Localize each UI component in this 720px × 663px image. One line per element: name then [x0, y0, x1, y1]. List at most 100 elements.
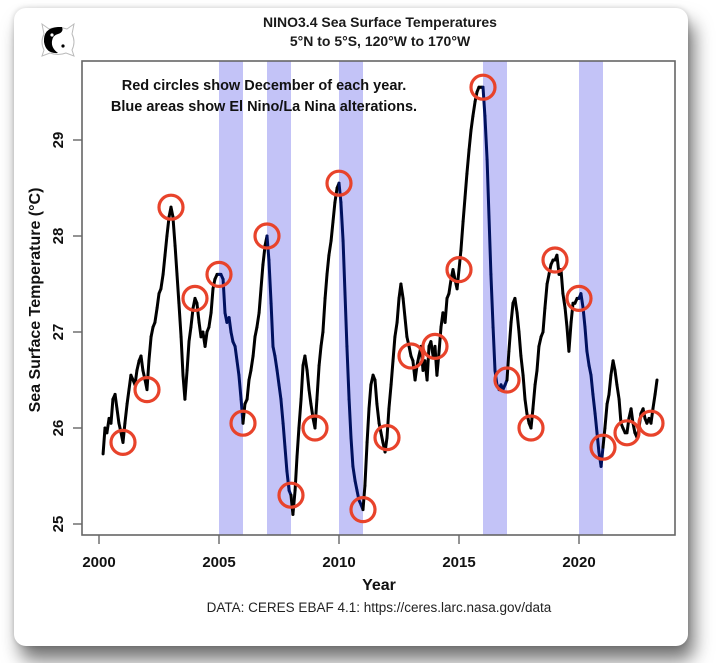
series-segment — [187, 325, 193, 344]
x-tick-label: 2005 — [202, 554, 235, 571]
series-segment — [115, 407, 121, 425]
y-tick-label: 25 — [50, 516, 67, 533]
series-segment — [385, 407, 391, 440]
series-segment — [175, 272, 181, 305]
series-segment — [351, 464, 357, 483]
series-segment — [169, 205, 175, 219]
series-segment — [535, 344, 541, 372]
series-segment — [603, 402, 609, 430]
series-segment — [147, 335, 153, 363]
series-segment — [323, 272, 329, 300]
series-segment — [543, 282, 549, 310]
series-segment — [247, 368, 253, 382]
series-segment — [467, 128, 473, 152]
series-segment — [587, 364, 593, 377]
series-segment — [307, 388, 313, 406]
series-segment — [331, 200, 337, 224]
series-segment — [447, 277, 453, 296]
sst-series — [101, 85, 659, 516]
series-segment — [329, 220, 335, 243]
x-tick-label: 2020 — [562, 554, 595, 571]
annotation-red-circles: Red circles show December of each year. — [122, 78, 407, 94]
december-marker — [133, 376, 161, 404]
series-segment — [567, 320, 573, 353]
series-segment — [365, 407, 371, 444]
series-segment — [407, 344, 413, 358]
december-marker — [253, 222, 281, 250]
december-marker — [205, 260, 233, 288]
series-segment — [235, 359, 241, 377]
series-segment — [513, 296, 519, 315]
december-marker — [373, 424, 401, 452]
series-segment — [559, 268, 565, 296]
series-segment — [173, 244, 179, 276]
x-tick-label: 2015 — [442, 554, 475, 571]
series-segment — [617, 397, 623, 425]
series-segment — [487, 215, 493, 276]
series-segment — [337, 181, 343, 204]
series-segment — [171, 215, 177, 248]
series-segment — [177, 301, 183, 339]
series-segment — [345, 344, 351, 401]
series-segment — [163, 234, 169, 257]
series-segment — [283, 445, 289, 473]
series-segment — [471, 100, 477, 118]
series-segment — [325, 253, 331, 276]
y-tick-label: 29 — [50, 132, 67, 149]
series-segment — [563, 306, 569, 329]
series-segment — [123, 402, 129, 425]
series-segment — [451, 268, 457, 281]
december-marker — [109, 428, 137, 456]
series-segment — [585, 349, 591, 368]
series-segment — [601, 426, 607, 449]
december-marker — [637, 409, 665, 437]
series-segment — [245, 378, 251, 401]
series-segment — [613, 368, 619, 387]
series-segment — [317, 344, 323, 368]
series-segment — [297, 397, 303, 430]
december-marker — [565, 284, 593, 312]
series-segment — [389, 359, 395, 387]
series-segment — [379, 431, 385, 444]
x-tick-label: 2000 — [82, 554, 115, 571]
series-segment — [159, 272, 165, 291]
series-segment — [109, 397, 115, 425]
series-segment — [327, 239, 333, 257]
y-tick-label: 27 — [50, 324, 67, 341]
series-segment — [101, 426, 107, 456]
series-segment — [281, 421, 287, 449]
series-segment — [259, 263, 265, 291]
series-segment — [391, 335, 397, 363]
series-segment — [529, 407, 535, 430]
y-tick-label: 26 — [50, 420, 67, 437]
series-segment — [399, 282, 405, 300]
december-marker — [229, 409, 257, 437]
december-marker — [421, 332, 449, 360]
series-segment — [569, 301, 575, 324]
december-marker — [325, 169, 353, 197]
series-segment — [251, 335, 257, 358]
highlight-band — [339, 61, 363, 535]
series-segment — [195, 301, 201, 324]
yin-yang-cat-icon — [41, 22, 75, 57]
series-segment — [295, 426, 301, 459]
series-segment — [267, 258, 273, 305]
series-segment — [153, 306, 159, 324]
series-segment — [229, 330, 235, 344]
series-segment — [519, 354, 525, 377]
december-marker — [277, 481, 305, 509]
series-segment — [313, 397, 319, 430]
series-segment — [481, 85, 487, 118]
series-segment — [465, 148, 471, 176]
series-segment — [303, 354, 309, 372]
series-segment — [339, 200, 345, 243]
december-marker — [517, 414, 545, 442]
series-segment — [615, 383, 621, 401]
december-marker — [301, 414, 329, 442]
series-segment — [387, 383, 393, 411]
series-segment — [113, 392, 119, 411]
annotation-blue-areas: Blue areas show El Nino/La Nina alterati… — [111, 99, 417, 115]
series-segment — [279, 397, 285, 425]
series-segment — [545, 272, 551, 286]
series-segment — [273, 354, 279, 372]
